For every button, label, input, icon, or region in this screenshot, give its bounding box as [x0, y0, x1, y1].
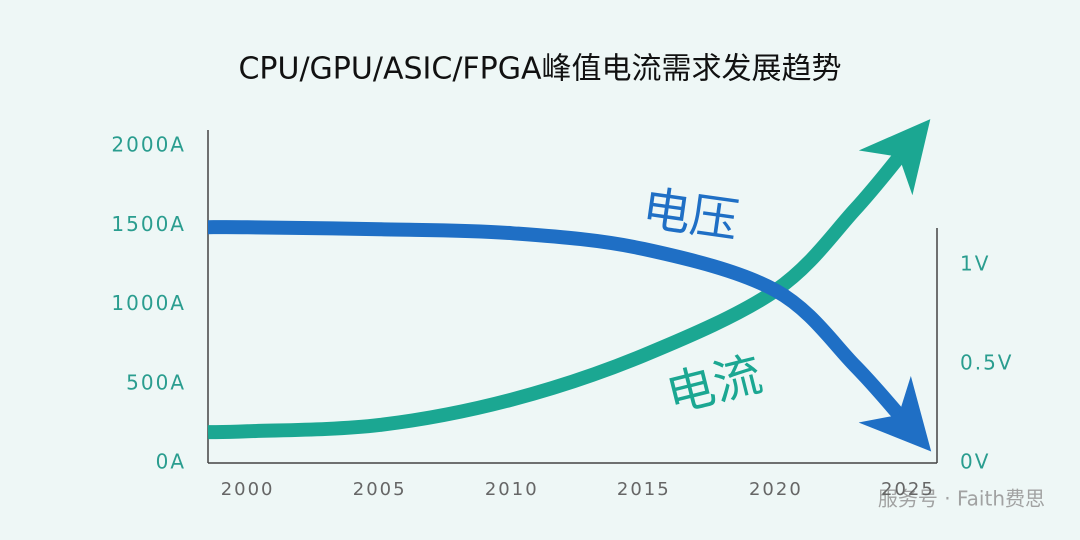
x-tick-label: 2020	[749, 479, 803, 500]
y-tick-label: 1000A	[111, 291, 186, 315]
y-tick-label: 500A	[126, 370, 186, 394]
series-label: 电流	[661, 346, 768, 424]
x-tick-label: 2015	[617, 479, 671, 500]
x-tick-label: 2010	[485, 479, 539, 500]
y2-tick-label: 0V	[960, 450, 990, 474]
x-tick-label: 2000	[221, 479, 275, 500]
y2-tick-label: 0.5V	[960, 350, 1014, 374]
series-label: 电压	[639, 181, 742, 250]
line-series	[207, 119, 931, 440]
x-tick-label: 2005	[353, 479, 407, 500]
watermark: 服务号 · Faith费思	[878, 487, 1045, 511]
y-tick-label: 0A	[156, 450, 186, 474]
y-tick-label: 1500A	[111, 212, 186, 236]
line-series	[207, 220, 932, 452]
x-tick-label: 2025	[881, 479, 935, 500]
y2-tick-label: 1V	[960, 251, 990, 275]
y-tick-label: 2000A	[111, 133, 186, 157]
chart-title: CPU/GPU/ASIC/FPGA峰值电流需求发展趋势	[238, 52, 841, 87]
